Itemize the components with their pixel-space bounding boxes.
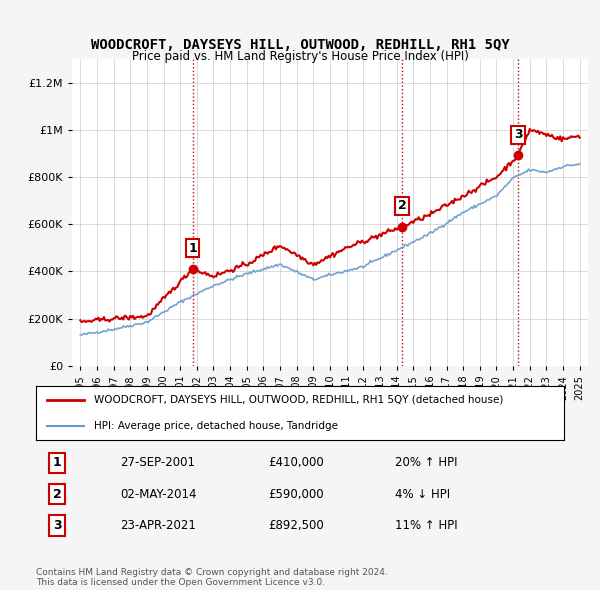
Text: 2: 2 xyxy=(53,487,61,501)
Text: 27-SEP-2001: 27-SEP-2001 xyxy=(121,457,196,470)
Text: 23-APR-2021: 23-APR-2021 xyxy=(121,519,196,532)
Text: 3: 3 xyxy=(514,128,523,141)
Text: 4% ↓ HPI: 4% ↓ HPI xyxy=(395,487,450,501)
Text: £590,000: £590,000 xyxy=(268,487,324,501)
Text: WOODCROFT, DAYSEYS HILL, OUTWOOD, REDHILL, RH1 5QY: WOODCROFT, DAYSEYS HILL, OUTWOOD, REDHIL… xyxy=(91,38,509,53)
Text: Contains HM Land Registry data © Crown copyright and database right 2024.
This d: Contains HM Land Registry data © Crown c… xyxy=(36,568,388,587)
Text: 2: 2 xyxy=(398,199,406,212)
Text: 02-MAY-2014: 02-MAY-2014 xyxy=(121,487,197,501)
Text: 1: 1 xyxy=(188,242,197,255)
Text: 3: 3 xyxy=(53,519,61,532)
Text: £892,500: £892,500 xyxy=(268,519,324,532)
Text: 11% ↑ HPI: 11% ↑ HPI xyxy=(395,519,458,532)
Text: 20% ↑ HPI: 20% ↑ HPI xyxy=(395,457,458,470)
Text: 1: 1 xyxy=(53,457,61,470)
Text: WOODCROFT, DAYSEYS HILL, OUTWOOD, REDHILL, RH1 5QY (detached house): WOODCROFT, DAYSEYS HILL, OUTWOOD, REDHIL… xyxy=(94,395,503,405)
Text: Price paid vs. HM Land Registry's House Price Index (HPI): Price paid vs. HM Land Registry's House … xyxy=(131,50,469,63)
Text: HPI: Average price, detached house, Tandridge: HPI: Average price, detached house, Tand… xyxy=(94,421,338,431)
Text: £410,000: £410,000 xyxy=(268,457,324,470)
